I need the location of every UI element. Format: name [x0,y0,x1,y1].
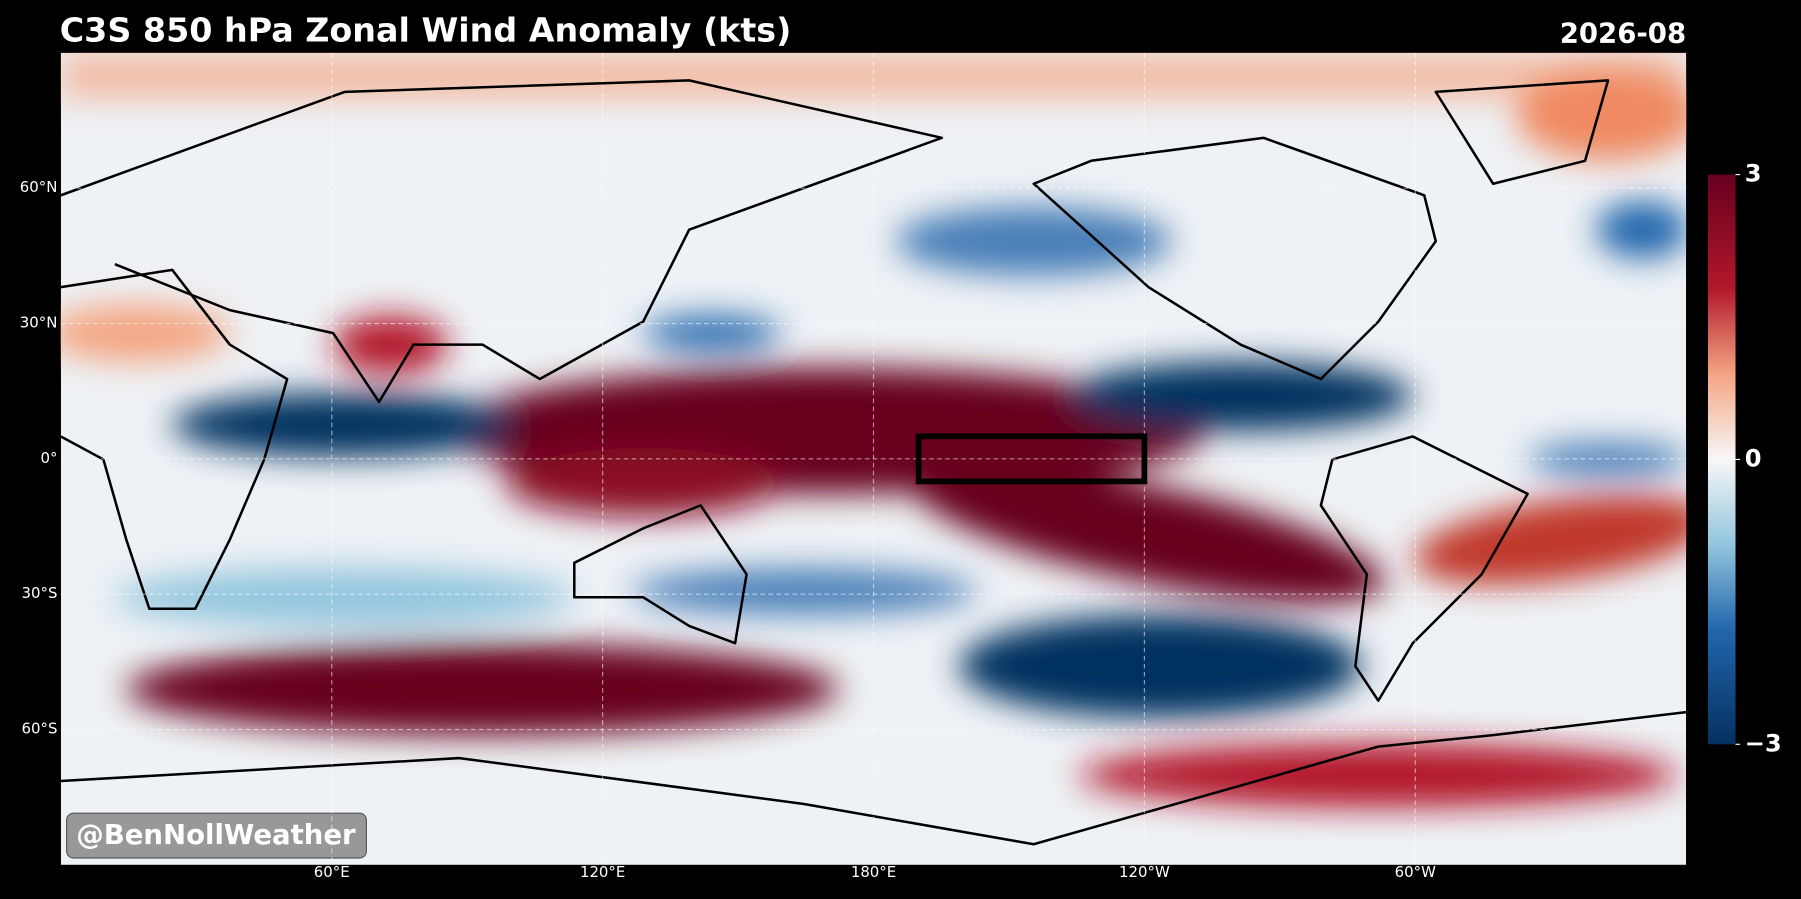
colorbar [1707,174,1736,745]
y-tick-label: 0° [40,449,57,467]
nino-box [915,433,1148,485]
x-tick-label: 60°E [314,863,350,881]
colorbar-tick-label: −3 [1745,729,1782,757]
y-tick-label: 60°S [22,720,58,738]
y-tick-label: 60°N [20,178,58,196]
x-tick-label: 60°W [1395,863,1436,881]
x-tick-label: 180°E [851,863,896,881]
colorbar-tick-label: 0 [1745,444,1762,472]
x-tick-label: 120°E [580,863,625,881]
colorbar-tick-label: 3 [1745,160,1762,188]
chart-title: C3S 850 hPa Zonal Wind Anomaly (kts) [60,11,792,50]
y-tick-label: 30°N [20,314,58,332]
x-tick-label: 120°W [1119,863,1170,881]
watermark-box [66,812,367,859]
y-tick-label: 30°S [22,584,58,602]
date-label: 2026-08 [1560,17,1686,49]
watermark: @BenNollWeather [76,819,356,851]
